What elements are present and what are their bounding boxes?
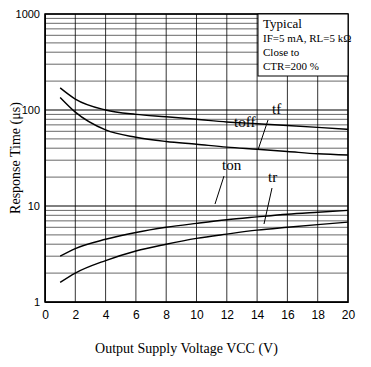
label-pointer	[258, 120, 268, 150]
y-axis-title: Response Time (μs)	[8, 102, 24, 214]
curve-labels: toff tf ton tr	[215, 101, 281, 224]
x-tick-label: 10	[190, 308, 204, 322]
x-tick-label: 0	[42, 308, 49, 322]
grid-line	[135, 14, 136, 302]
annotation: CTR=200 %	[263, 60, 319, 72]
x-tick: 0	[42, 302, 49, 322]
grid-line	[105, 14, 106, 302]
x-tick-label: 4	[103, 308, 110, 322]
y-tick-label: 1	[34, 296, 40, 308]
y-tick-label: 1000	[16, 8, 40, 20]
x-tick-label: 6	[133, 308, 140, 322]
x-tick: 14	[251, 302, 265, 322]
annotation: IF=5 mA, RL=5 kΩ	[263, 32, 351, 44]
x-tick: 18	[312, 302, 326, 322]
y-tick-label: 100	[22, 104, 40, 116]
x-tick-label: 18	[312, 308, 326, 322]
x-tick: 20	[342, 302, 356, 322]
annotation-box: TypicalIF=5 mA, RL=5 kΩ Close to CTR=200 %	[258, 14, 351, 76]
grid-line	[257, 14, 258, 302]
y-tick: 1	[34, 296, 45, 308]
x-tick: 2	[72, 302, 79, 322]
label-pointer	[215, 176, 224, 204]
grid-line	[75, 14, 76, 302]
y-tick: 1000	[16, 8, 45, 20]
y-tick: 10	[28, 200, 45, 212]
x-tick-label: 12	[221, 308, 235, 322]
curve-label: tr	[268, 169, 277, 185]
x-tick-label: 20	[342, 308, 356, 322]
series-line	[60, 97, 348, 154]
y-tick-label: 10	[28, 200, 40, 212]
x-tick: 10	[190, 302, 204, 322]
lines	[60, 88, 348, 283]
x-tick-label: 14	[251, 308, 265, 322]
grid-line	[166, 14, 167, 302]
x-tick: 12	[221, 302, 235, 322]
plot-frame	[45, 14, 348, 302]
grid	[45, 14, 348, 302]
series-line	[60, 210, 348, 256]
label-pointer	[264, 188, 272, 224]
annotation: Typical	[263, 16, 302, 31]
chart: 0 2 4 6 8 10 12 14 16 18 20 1 10 100 1000 Output Supply…	[0, 0, 371, 367]
curve-label: toff	[234, 114, 255, 130]
grid-line	[196, 14, 197, 302]
series-line	[60, 88, 348, 129]
series-line	[60, 222, 348, 282]
annotation: Close to	[263, 46, 300, 58]
x-axis-title: Output Supply Voltage VCC (V)	[95, 341, 278, 357]
x-tick: 16	[281, 302, 295, 322]
x-axis: 0 2 4 6 8 10 12 14 16 18 20	[42, 302, 355, 322]
y-tick: 100	[22, 104, 45, 116]
curve-label: ton	[222, 157, 242, 173]
curve-label: tf	[272, 101, 281, 117]
x-tick: 6	[133, 302, 140, 322]
x-axis-line	[46, 302, 349, 303]
x-tick-label: 8	[163, 308, 170, 322]
x-tick: 4	[103, 302, 110, 322]
annotation-frame	[258, 14, 348, 76]
x-tick-label: 16	[281, 308, 295, 322]
x-tick-label: 2	[72, 308, 79, 322]
x-tick: 8	[163, 302, 170, 322]
y-axis-line	[45, 15, 46, 303]
